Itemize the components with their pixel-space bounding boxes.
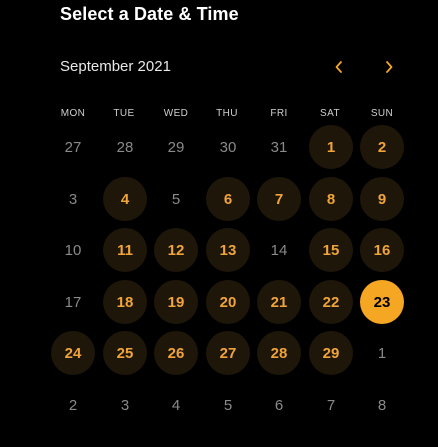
calendar-day-available[interactable]: 4 — [103, 177, 147, 221]
weekday-mon: MON — [60, 108, 86, 119]
calendar-day-available[interactable]: 22 — [309, 280, 353, 324]
calendar-day-available[interactable]: 8 — [309, 177, 353, 221]
calendar-day-unavailable: 8 — [377, 396, 387, 414]
month-label: September 2021 — [60, 58, 171, 75]
weekday-wed: WED — [163, 108, 189, 119]
calendar-day-unavailable: 3 — [120, 396, 130, 414]
calendar-day-unavailable: 27 — [64, 138, 82, 156]
calendar-day-available[interactable]: 16 — [360, 228, 404, 272]
calendar-day-available[interactable]: 19 — [154, 280, 198, 324]
weekday-sun: SUN — [370, 108, 394, 119]
calendar-day-unavailable: 17 — [64, 293, 82, 311]
calendar-day-unavailable: 4 — [171, 396, 181, 414]
calendar-day-unavailable: 1 — [377, 344, 387, 362]
next-month-button[interactable] — [377, 56, 401, 78]
calendar-day-unavailable: 14 — [270, 241, 288, 259]
previous-month-button[interactable] — [327, 56, 351, 78]
calendar-day-available[interactable]: 6 — [206, 177, 250, 221]
calendar-day-available[interactable]: 9 — [360, 177, 404, 221]
calendar-day-available[interactable]: 15 — [309, 228, 353, 272]
calendar-day-unavailable: 2 — [68, 396, 78, 414]
calendar-day-available[interactable]: 13 — [206, 228, 250, 272]
calendar-day-available[interactable]: 11 — [103, 228, 147, 272]
page-title: Select a Date & Time — [60, 4, 239, 24]
calendar-day-available[interactable]: 12 — [154, 228, 198, 272]
calendar-day-unavailable: 3 — [68, 190, 78, 208]
calendar-day-available[interactable]: 27 — [206, 331, 250, 375]
calendar-day-available[interactable]: 2 — [360, 125, 404, 169]
calendar-day-available[interactable]: 29 — [309, 331, 353, 375]
weekday-fri: FRI — [270, 108, 288, 119]
calendar-day-unavailable: 7 — [326, 396, 336, 414]
chevron-left-icon — [335, 61, 342, 73]
weekday-thu: THU — [216, 108, 238, 119]
calendar-day-available[interactable]: 7 — [257, 177, 301, 221]
weekday-sat: SAT — [320, 108, 340, 119]
calendar-day-available[interactable]: 1 — [309, 125, 353, 169]
calendar-day-unavailable: 10 — [64, 241, 82, 259]
calendar-day-unavailable: 5 — [223, 396, 233, 414]
calendar-day-selected[interactable]: 23 — [360, 280, 404, 324]
calendar-day-available[interactable]: 21 — [257, 280, 301, 324]
calendar-day-unavailable: 29 — [167, 138, 185, 156]
calendar-day-unavailable: 5 — [171, 190, 181, 208]
calendar-day-unavailable: 31 — [270, 138, 288, 156]
chevron-right-icon — [386, 61, 393, 73]
weekday-tue: TUE — [113, 108, 135, 119]
calendar-day-unavailable: 30 — [219, 138, 237, 156]
calendar-day-grid: 27 28 29 30 31 1 2 3 4 5 6 7 8 9 10 11 12 13 14 15 16 17 18 19 2… — [47, 125, 407, 435]
calendar-day-available[interactable]: 28 — [257, 331, 301, 375]
weekday-header: MON TUE WED THU FRI SAT SUN — [47, 108, 407, 122]
calendar-day-available[interactable]: 18 — [103, 280, 147, 324]
calendar-day-unavailable: 28 — [116, 138, 134, 156]
calendar-day-available[interactable]: 26 — [154, 331, 198, 375]
calendar-day-available[interactable]: 25 — [103, 331, 147, 375]
month-navigation: September 2021 — [60, 56, 410, 78]
calendar-day-unavailable: 6 — [274, 396, 284, 414]
calendar-day-available[interactable]: 24 — [51, 331, 95, 375]
calendar-day-available[interactable]: 20 — [206, 280, 250, 324]
